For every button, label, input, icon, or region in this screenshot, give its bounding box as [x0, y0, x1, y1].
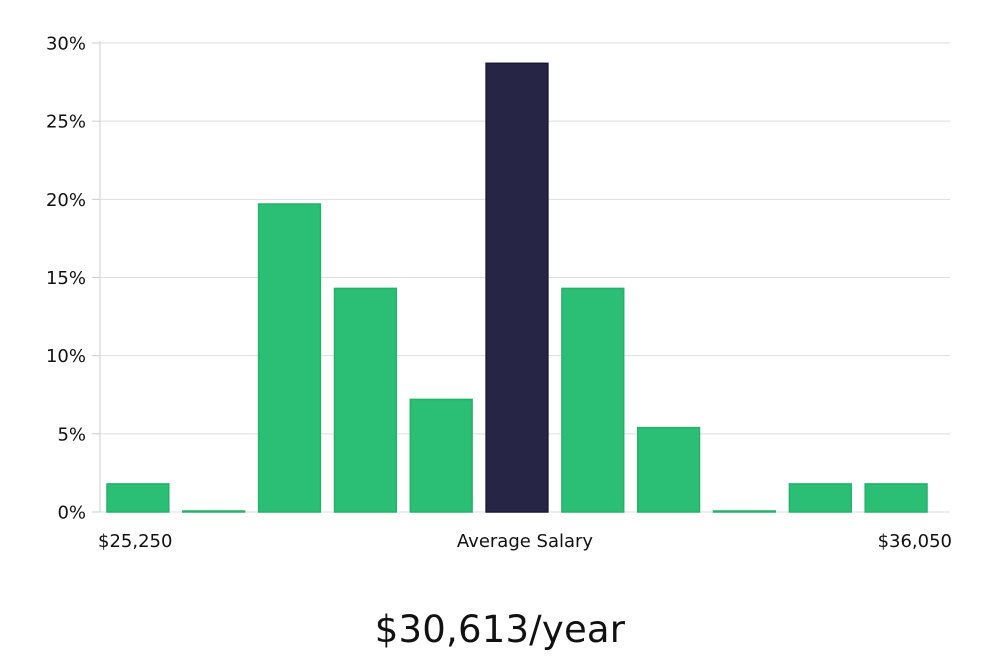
- bar-layer: [106, 62, 928, 513]
- bar-7: [561, 287, 625, 513]
- bar-2: [182, 510, 246, 513]
- average-salary-value: $30,613/year: [374, 608, 626, 651]
- x-max-label: $36,050: [878, 531, 952, 552]
- y-tick-label: 5%: [57, 424, 86, 445]
- y-tick-label: 30%: [46, 34, 86, 55]
- bar-average-salary: [485, 62, 549, 513]
- bar-11: [864, 483, 928, 513]
- bar-1: [106, 483, 170, 513]
- bar-3: [257, 203, 322, 513]
- y-tick-label: 25%: [46, 112, 86, 133]
- y-tick-label: 0%: [57, 503, 86, 524]
- x-min-label: $25,250: [98, 531, 172, 552]
- y-tick-label: 10%: [46, 346, 86, 367]
- bar-5: [409, 398, 473, 513]
- bar-10: [788, 483, 852, 513]
- y-tick-label: 20%: [46, 190, 86, 211]
- bar-4: [333, 287, 398, 513]
- bar-8: [636, 426, 701, 513]
- bar-9: [712, 510, 777, 513]
- label-layer: 0% 5% 10% 15% 20% 25% 30% $25,250 Average Salary…: [46, 34, 952, 553]
- y-tick-label: 15%: [46, 268, 86, 289]
- x-axis-title: Average Salary: [457, 531, 594, 552]
